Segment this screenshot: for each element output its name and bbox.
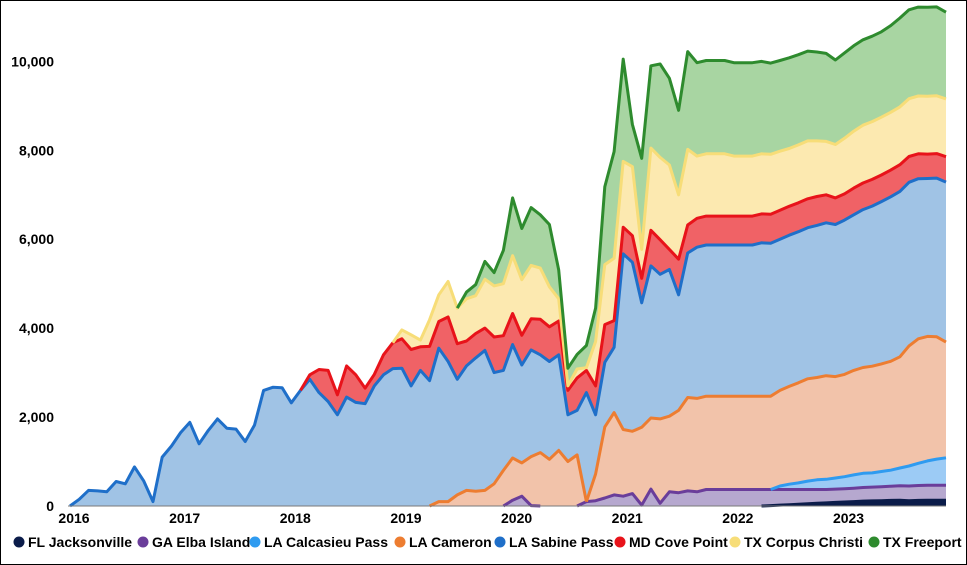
- area-la-cameron-1: [586, 336, 946, 506]
- legend-label-ga-elba-island: GA Elba Island: [152, 534, 250, 550]
- line-fl-jacksonville: [761, 498, 946, 508]
- legend-label-fl-jacksonville: FL Jacksonville: [28, 534, 132, 550]
- y-tick-label: 10,000: [11, 53, 54, 69]
- plot-area: [69, 5, 947, 508]
- legend-marker-la-cameron: [394, 536, 406, 548]
- line-la-cameron-1: [584, 334, 947, 503]
- line-tx-corpus-christi: [391, 94, 947, 388]
- legend-label-la-cameron: LA Cameron: [409, 534, 492, 550]
- area-tx-freeport: [457, 6, 946, 386]
- x-tick-label: 2022: [722, 510, 753, 526]
- line-ga-elba-island-1: [576, 483, 946, 508]
- legend-marker-ga-elba-island: [137, 536, 149, 548]
- y-tick-label: 0: [46, 498, 54, 514]
- y-tick-label: 4,000: [19, 320, 54, 336]
- area-ga-elba-island: [503, 496, 541, 506]
- area-tx-corpus-christi: [392, 95, 946, 391]
- line-tx-freeport: [455, 5, 947, 370]
- x-tick-label: 2016: [58, 510, 89, 526]
- area-la-sabine-pass: [70, 178, 946, 506]
- legend-marker-la-sabine-pass: [494, 536, 506, 548]
- line-la-calcasieu-pass: [770, 456, 947, 491]
- legend-label-tx-corpus-christi: TX Corpus Christi: [744, 534, 863, 550]
- x-tick-label: 2020: [501, 510, 532, 526]
- legend-marker-la-calcasieu-pass: [249, 536, 261, 548]
- line-la-cameron: [428, 448, 588, 508]
- legend-label-md-cove-point: MD Cove Point: [629, 534, 728, 550]
- x-tick-label: 2018: [280, 510, 311, 526]
- legend-marker-tx-freeport: [868, 536, 880, 548]
- line-md-cove-point: [299, 152, 947, 397]
- legend-marker-fl-jacksonville: [13, 536, 25, 548]
- legend-marker-tx-corpus-christi: [729, 536, 741, 548]
- legend-label-tx-freeport: TX Freeport: [883, 534, 962, 550]
- x-tick-label: 2019: [390, 510, 421, 526]
- x-tick-label: 2021: [612, 510, 643, 526]
- y-tick-label: 8,000: [19, 142, 54, 158]
- area-md-cove-point: [300, 153, 946, 415]
- line-la-sabine-pass: [69, 176, 947, 508]
- x-tick-label: 2023: [833, 510, 864, 526]
- legend-label-la-calcasieu-pass: LA Calcasieu Pass: [264, 534, 388, 550]
- x-tick-label: 2017: [169, 510, 200, 526]
- y-tick-label: 6,000: [19, 231, 54, 247]
- legend: FL Jacksonville GA Elba Island LA Calcasie…: [13, 534, 962, 550]
- legend-label-la-sabine-pass: LA Sabine Pass: [509, 534, 614, 550]
- y-tick-label: 2,000: [19, 409, 54, 425]
- legend-marker-md-cove-point: [614, 536, 626, 548]
